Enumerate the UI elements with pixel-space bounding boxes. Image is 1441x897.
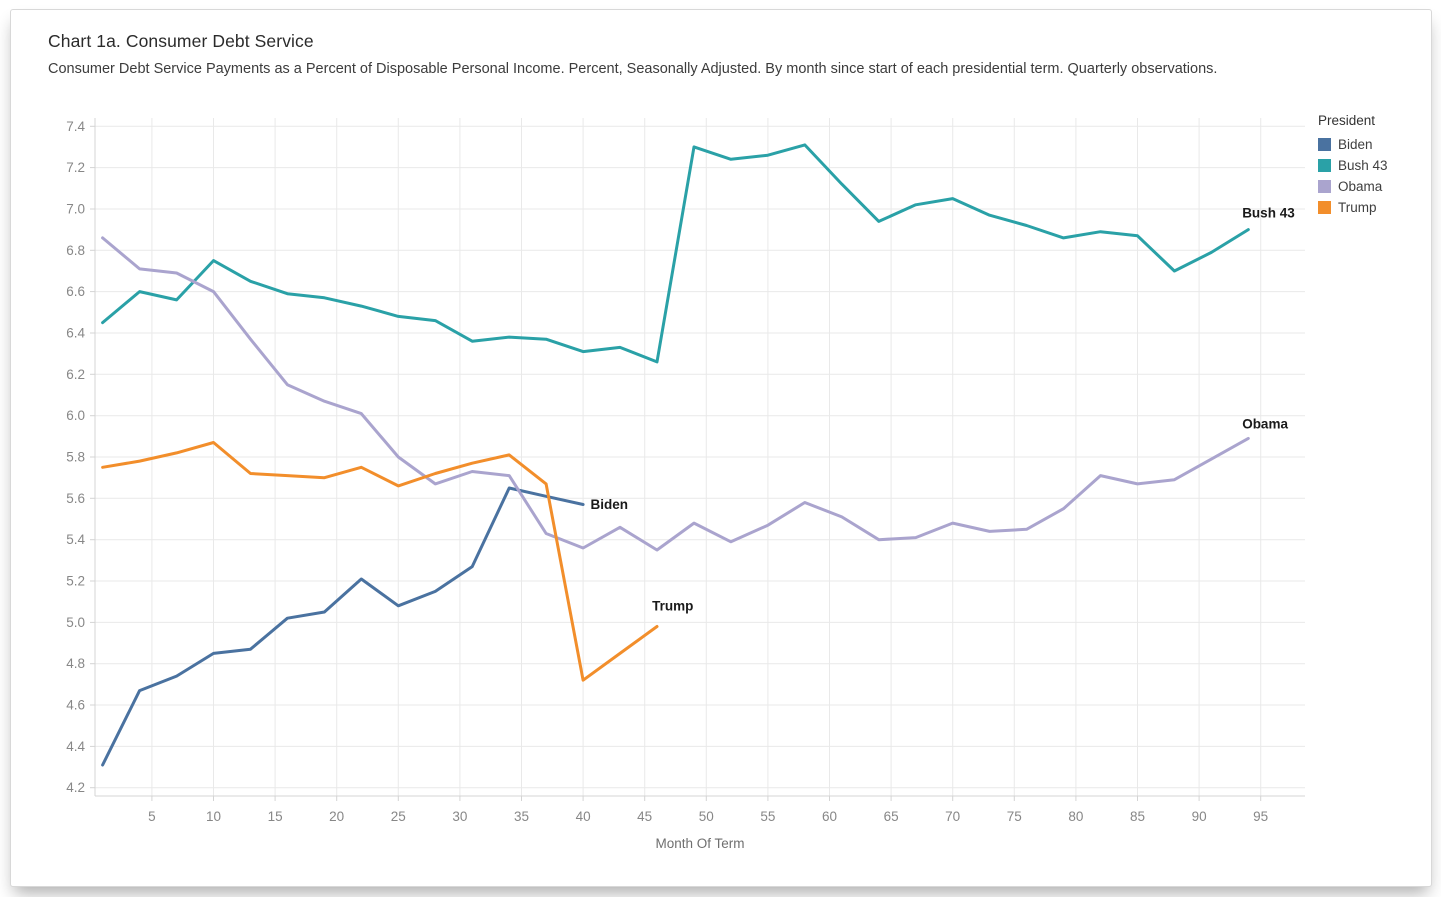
x-tick-label: 25 [391,809,406,824]
series-label-trump: Trump [652,598,693,613]
y-tick-label: 4.4 [66,739,85,754]
y-tick-label: 7.2 [66,160,85,175]
legend-item-trump[interactable]: Trump [1318,197,1388,218]
series-label-bush-43: Bush 43 [1242,206,1295,221]
y-tick-label: 4.2 [66,780,85,795]
y-tick-label: 7.4 [66,119,85,134]
legend-item-label: Obama [1338,179,1383,194]
y-tick-label: 6.0 [66,408,85,423]
x-tick-label: 85 [1130,809,1145,824]
legend-swatch [1318,180,1331,193]
legend-item-biden[interactable]: Biden [1318,134,1388,155]
legend-items: Biden Bush 43 Obama Trump [1318,134,1388,218]
legend-swatch [1318,138,1331,151]
x-tick-label: 15 [268,809,283,824]
x-tick-label: 90 [1192,809,1207,824]
x-tick-label: 70 [945,809,960,824]
x-tick-label: 5 [148,809,156,824]
series-label-obama: Obama [1242,416,1288,431]
x-tick-label: 95 [1253,809,1268,824]
legend-title: President [1318,113,1376,128]
x-tick-label: 50 [699,809,714,824]
x-tick-label: 60 [822,809,837,824]
x-tick-label: 10 [206,809,221,824]
x-tick-label: 80 [1068,809,1083,824]
legend-item-obama[interactable]: Obama [1318,176,1388,197]
y-tick-label: 5.8 [66,450,85,465]
series-line-obama[interactable] [101,236,1250,552]
legend-item-label: Biden [1338,137,1373,152]
series-label-biden: Biden [591,497,629,512]
x-tick-label: 40 [576,809,591,824]
y-tick-label: 4.8 [66,656,85,671]
y-tick-label: 4.6 [66,698,85,713]
legend-swatch [1318,159,1331,172]
chart-card: 4.2 4.4 4.6 4.8 5.0 5.2 5.4 5.6 5.8 6.0 6.2 6.4 6.6 6… [10,9,1432,887]
x-tick-label: 20 [329,809,344,824]
series-line-biden[interactable] [101,486,585,767]
y-tick-label: 6.4 [66,325,85,340]
y-tick-label: 6.8 [66,243,85,258]
chart-subtitle: Consumer Debt Service Payments as a Perc… [48,61,1218,77]
x-tick-label: 30 [452,809,467,824]
y-tick-label: 5.0 [66,615,85,630]
chart-title: Chart 1a. Consumer Debt Service [48,31,314,51]
x-tick-label: 65 [884,809,899,824]
y-tick-label: 5.4 [66,532,85,547]
legend-swatch [1318,201,1331,214]
legend-item-label: Trump [1338,200,1377,215]
y-tick-label: 5.6 [66,491,85,506]
x-axis-title: Month Of Term [655,836,744,851]
y-tick-label: 5.2 [66,574,85,589]
legend-item-label: Bush 43 [1338,158,1388,173]
x-tick-label: 55 [760,809,775,824]
y-tick-label: 6.6 [66,284,85,299]
series-line-bush-43[interactable] [101,143,1250,364]
x-tick-label: 45 [637,809,652,824]
y-tick-label: 7.0 [66,201,85,216]
legend-item-bush-43[interactable]: Bush 43 [1318,155,1388,176]
legend: President Biden Bush 43 Obama Trump [1318,113,1388,218]
x-tick-label: 75 [1007,809,1022,824]
x-tick-label: 35 [514,809,529,824]
y-tick-label: 6.2 [66,367,85,382]
series-line-trump[interactable] [101,441,659,682]
